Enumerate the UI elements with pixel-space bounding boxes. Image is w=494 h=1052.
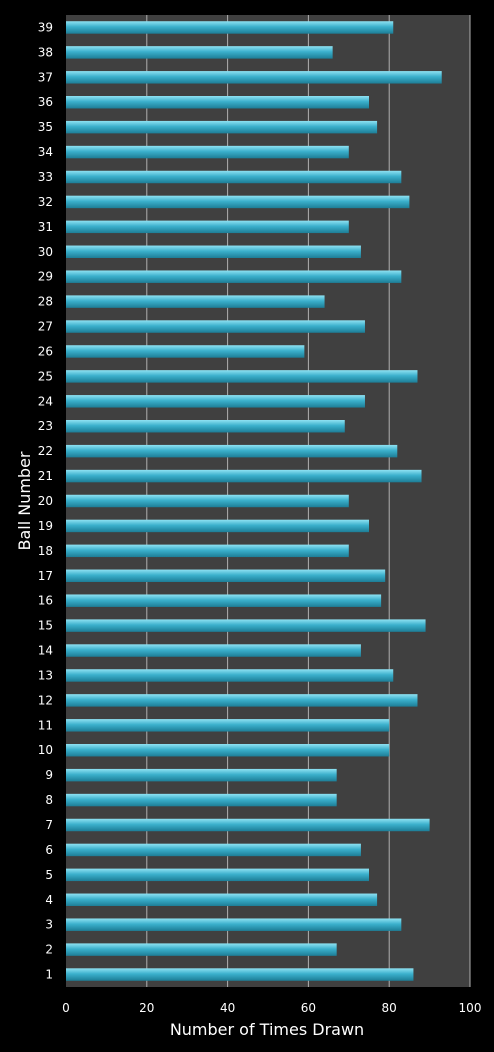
- bar-ball-36: [66, 96, 369, 109]
- x-tick-label: 20: [139, 1001, 154, 1015]
- bar-ball-34: [66, 145, 349, 159]
- y-tick-label: 31: [38, 220, 53, 234]
- bar-ball-32: [66, 195, 410, 209]
- bar-ball-11: [66, 719, 390, 732]
- bar-ball-8: [66, 793, 337, 807]
- y-tick-label: 30: [38, 245, 53, 259]
- bar-ball-28: [66, 295, 325, 308]
- bar-ball-10: [66, 744, 390, 757]
- bar-ball-37: [66, 71, 442, 84]
- y-tick-label: 8: [45, 793, 53, 807]
- y-tick-label: 5: [45, 868, 53, 882]
- bar-ball-6: [66, 843, 361, 857]
- y-tick-label: 13: [38, 668, 53, 682]
- y-tick-label: 4: [45, 893, 53, 907]
- y-tick-label: 37: [38, 70, 53, 84]
- bar-ball-15: [66, 619, 426, 632]
- x-axis-title: Number of Times Drawn: [170, 1020, 364, 1039]
- y-tick-label: 6: [45, 843, 53, 857]
- y-tick-label: 22: [38, 444, 53, 458]
- bar-ball-18: [66, 544, 349, 558]
- x-tick-label: 40: [220, 1001, 235, 1015]
- bar-ball-1: [66, 968, 414, 981]
- y-tick-label: 36: [38, 95, 53, 109]
- bar-ball-23: [66, 420, 345, 433]
- bar-ball-3: [66, 918, 402, 931]
- bar-ball-2: [66, 943, 337, 956]
- bar-ball-24: [66, 395, 365, 408]
- bar-ball-35: [66, 120, 378, 134]
- x-tick-label: 100: [459, 1001, 482, 1015]
- y-tick-label: 9: [45, 768, 53, 782]
- y-tick-label: 24: [38, 394, 53, 408]
- bar-ball-25: [66, 370, 418, 383]
- y-tick-label: 7: [45, 818, 53, 832]
- y-tick-label: 21: [38, 469, 53, 483]
- bar-ball-38: [66, 46, 333, 59]
- x-tick-label: 60: [301, 1001, 316, 1015]
- y-tick-label: 16: [38, 594, 53, 608]
- bar-ball-19: [66, 519, 369, 533]
- y-axis-title: Ball Number: [15, 451, 34, 550]
- y-tick-label: 26: [38, 344, 53, 358]
- bar-ball-21: [66, 469, 422, 483]
- bar-ball-14: [66, 644, 361, 657]
- bar-ball-26: [66, 345, 305, 358]
- bar-ball-29: [66, 270, 402, 283]
- bar-ball-16: [66, 594, 382, 607]
- bar-ball-22: [66, 444, 398, 458]
- y-tick-label: 39: [38, 20, 53, 34]
- y-tick-label: 35: [38, 120, 53, 134]
- bar-ball-20: [66, 494, 349, 508]
- bar-ball-33: [66, 170, 402, 184]
- y-tick-label: 12: [38, 693, 53, 707]
- y-tick-label: 14: [38, 644, 53, 658]
- x-tick-labels: 0 20 40 60 80 100: [62, 1001, 481, 1015]
- bar-ball-9: [66, 768, 337, 782]
- y-tick-label: 32: [38, 195, 53, 209]
- y-tick-labels: 1234567891011121314151617181920212223242…: [38, 20, 53, 981]
- y-tick-label: 19: [38, 519, 53, 533]
- y-tick-label: 20: [38, 494, 53, 508]
- y-tick-label: 29: [38, 270, 53, 284]
- y-tick-label: 1: [45, 968, 53, 982]
- bar-ball-31: [66, 220, 349, 234]
- y-tick-label: 34: [38, 145, 53, 159]
- y-tick-label: 3: [45, 918, 53, 932]
- bar-ball-5: [66, 868, 369, 882]
- bar-ball-30: [66, 245, 361, 258]
- y-tick-label: 18: [38, 544, 53, 558]
- y-tick-label: 28: [38, 295, 53, 309]
- bar-ball-12: [66, 694, 418, 707]
- bar-ball-13: [66, 669, 394, 682]
- x-tick-label: 80: [382, 1001, 397, 1015]
- bar-ball-39: [66, 21, 394, 34]
- y-tick-label: 17: [38, 569, 53, 583]
- bar-ball-17: [66, 569, 386, 582]
- y-tick-label: 15: [38, 619, 53, 633]
- bar-ball-4: [66, 893, 378, 906]
- y-tick-label: 27: [38, 320, 53, 334]
- bar-ball-7: [66, 818, 430, 832]
- y-tick-label: 38: [38, 45, 53, 59]
- y-tick-label: 23: [38, 419, 53, 433]
- bar-ball-27: [66, 320, 365, 333]
- y-tick-label: 2: [45, 943, 53, 957]
- y-tick-label: 11: [38, 718, 53, 732]
- x-tick-label: 0: [62, 1001, 70, 1015]
- bars: [66, 21, 442, 981]
- y-tick-label: 33: [38, 170, 53, 184]
- y-tick-label: 10: [38, 743, 53, 757]
- y-tick-label: 25: [38, 369, 53, 383]
